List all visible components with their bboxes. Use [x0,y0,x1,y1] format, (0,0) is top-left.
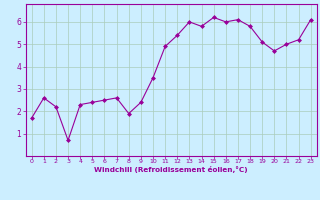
X-axis label: Windchill (Refroidissement éolien,°C): Windchill (Refroidissement éolien,°C) [94,166,248,173]
